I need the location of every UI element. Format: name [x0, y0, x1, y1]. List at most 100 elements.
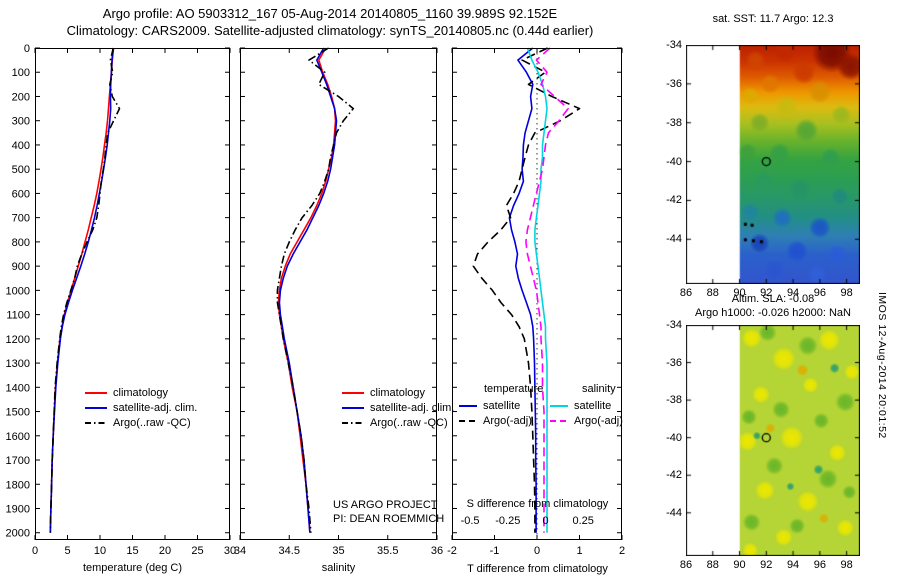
legend-label-argo-raw: Argo(..raw -QC)	[113, 416, 191, 429]
x-tick-label: 34.5	[279, 545, 300, 557]
x-tick-label: 10	[94, 545, 106, 557]
legend-group-temperature: temperature	[484, 383, 544, 395]
difference-panel-legend-salinity: satellite Argo(-adj)	[549, 398, 623, 428]
t-difference-axis-label: T difference from climatology	[467, 563, 608, 575]
s-tick-label: -0.5	[461, 515, 480, 527]
temperature-panel-legend: climatology satellite-adj. clim. Argo(..…	[84, 385, 197, 430]
blue-solid-line-swatch	[459, 404, 477, 407]
map-x-tick-label: 92	[760, 559, 773, 571]
map-x-tick-label: 90	[733, 559, 746, 571]
profile-line-argo---raw--qc-	[49, 47, 121, 533]
map-y-tick-label: -42	[666, 469, 682, 482]
map-y-tick-label: -44	[666, 506, 682, 519]
map-y-tick-label: -42	[666, 194, 682, 207]
black-dashed-line-swatch	[459, 419, 477, 422]
us-argo-project-text: US ARGO PROJECT	[333, 499, 438, 511]
legend-item-t-satellite: satellite	[458, 398, 532, 413]
axes-box	[35, 48, 230, 540]
depth-tick-label: 1500	[6, 407, 30, 419]
sst-map-title: sat. SST: 11.7 Argo: 12.3	[712, 13, 834, 25]
legend-label-satellite-adj-clim: satellite-adj. clim.	[370, 401, 455, 414]
x-tick-label: 34	[234, 545, 246, 557]
salinity-axis-label: salinity	[321, 562, 356, 574]
s-tick-label: 0	[542, 515, 548, 527]
figure-title-line2: Climatology: CARS2009. Satellite-adjuste…	[66, 23, 594, 38]
profile-line-satellite-adj--clim-	[278, 47, 338, 533]
s-tick-label: -0.25	[495, 515, 520, 527]
legend-label-s-satellite: satellite	[574, 399, 612, 412]
x-tick-label: -2	[447, 545, 457, 557]
legend-item-t-argo-adj: Argo(-adj)	[458, 413, 532, 428]
map-y-tick-label: -34	[666, 319, 682, 331]
profile-line-temperature-satellite	[508, 47, 537, 533]
map-x-tick-label: 88	[706, 559, 719, 571]
map-y-tick-label: -40	[666, 431, 682, 444]
map-x-tick-label: 94	[786, 287, 800, 299]
legend-label-t-argo-adj: Argo(-adj)	[483, 414, 532, 427]
magenta-dashed-line-swatch	[550, 419, 568, 422]
depth-tick-label: 1300	[6, 358, 30, 370]
blue-solid-line-swatch	[85, 406, 107, 409]
depth-tick-label: 1000	[6, 285, 30, 297]
depth-tick-label: 1600	[6, 431, 30, 443]
x-tick-label: 25	[191, 545, 203, 557]
map-x-tick-label: 96	[813, 559, 826, 571]
x-tick-label: 20	[159, 545, 171, 557]
map-y-tick-label: -38	[666, 116, 682, 129]
map-x-tick-label: 92	[760, 287, 773, 299]
x-tick-label: 2	[619, 545, 625, 557]
map-y-tick-label: -40	[666, 155, 682, 168]
legend-item-argo-raw: Argo(..raw -QC)	[341, 415, 454, 430]
profile-line-temperature-argo--adj-	[472, 47, 581, 533]
figure-title-line1: Argo profile: AO 5903312_167 05-Aug-2014…	[102, 6, 558, 21]
map-x-tick-label: 98	[840, 559, 853, 571]
sla-title-line2: Argo h1000: -0.026 h2000: NaN	[695, 307, 851, 319]
black-dashdot-line-swatch	[85, 421, 107, 424]
x-tick-label: 30	[224, 545, 236, 557]
depth-tick-label: 1100	[6, 310, 30, 322]
legend-item-s-argo-adj: Argo(-adj)	[549, 413, 623, 428]
depth-tick-label: 1800	[6, 479, 30, 491]
legend-label-t-satellite: satellite	[483, 399, 521, 412]
map-x-tick-label: 98	[840, 287, 853, 299]
depth-tick-label: 700	[12, 213, 30, 225]
sla-title-line1: Altim. SLA: -0.08	[731, 293, 815, 305]
profile-line-climatology	[277, 47, 337, 533]
depth-tick-label: 1400	[6, 382, 30, 394]
map-x-tick-label: 86	[679, 559, 693, 571]
x-tick-label: 5	[64, 545, 70, 557]
map-y-tick-label: -36	[666, 356, 682, 369]
legend-label-climatology: climatology	[113, 386, 169, 399]
map-x-tick-label: 86	[679, 287, 693, 299]
axes-box	[240, 48, 437, 540]
profile-line-climatology	[49, 47, 115, 533]
map-y-tick-label: -44	[666, 233, 682, 246]
legend-item-s-satellite: satellite	[549, 398, 623, 413]
legend-item-argo-raw: Argo(..raw -QC)	[84, 415, 197, 430]
map-x-tick-label: 90	[733, 287, 746, 299]
legend-label-climatology: climatology	[370, 386, 426, 399]
profile-line-salinity-argo--adj-	[525, 47, 569, 533]
black-dashdot-line-swatch	[342, 421, 364, 424]
depth-tick-label: 800	[12, 237, 30, 249]
profile-line-argo---raw--qc-	[276, 47, 355, 533]
depth-tick-label: 0	[24, 43, 30, 55]
legend-item-satellite-adj-clim: satellite-adj. clim.	[84, 400, 197, 415]
depth-tick-label: 2000	[6, 528, 30, 540]
legend-label-argo-raw: Argo(..raw -QC)	[370, 416, 448, 429]
x-tick-label: 36	[431, 545, 443, 557]
depth-tick-label: 1700	[6, 455, 30, 467]
legend-group-salinity: salinity	[582, 383, 616, 395]
depth-tick-label: 900	[12, 261, 30, 273]
depth-tick-label: 200	[12, 91, 30, 103]
blue-solid-line-swatch	[342, 406, 364, 409]
x-tick-label: 35	[332, 545, 344, 557]
depth-tick-label: 1900	[6, 503, 30, 515]
x-tick-label: -1	[490, 545, 500, 557]
map-y-tick-label: -36	[666, 77, 682, 90]
profile-line-satellite-adj--clim-	[49, 47, 114, 533]
map-x-tick-label: 88	[706, 287, 719, 299]
pi-text: PI: DEAN ROEMMICH	[333, 513, 445, 525]
map-x-tick-label: 94	[786, 559, 800, 571]
